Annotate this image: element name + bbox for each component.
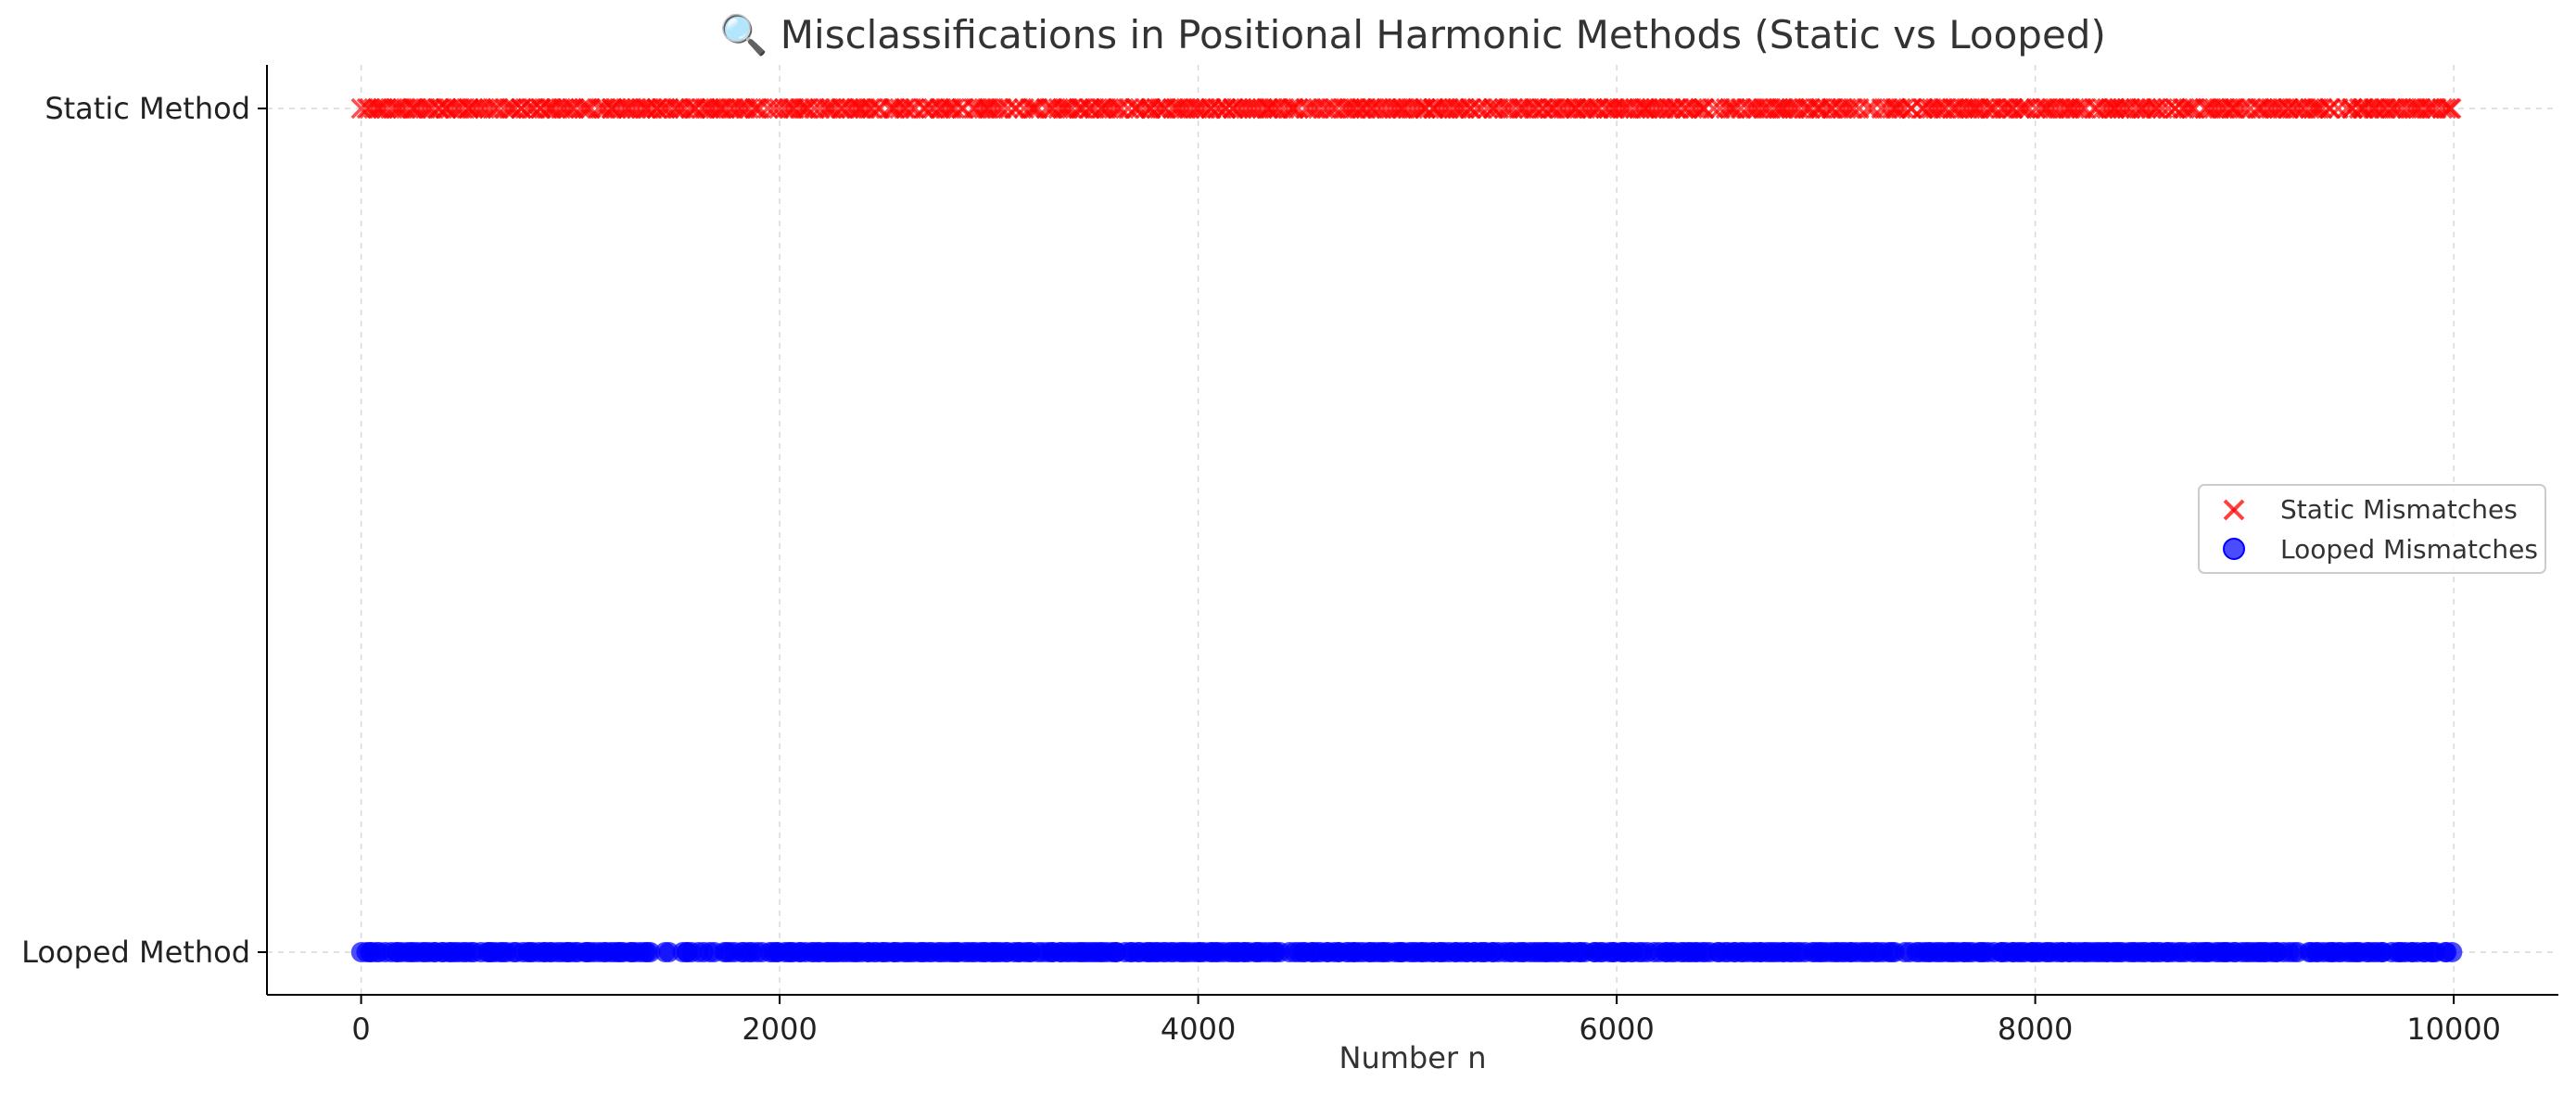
data-point bbox=[1316, 97, 1339, 120]
data-point bbox=[1019, 97, 1041, 120]
x-axis-label: Number n bbox=[1339, 1040, 1487, 1075]
data-point bbox=[934, 97, 957, 120]
data-point bbox=[1443, 97, 1466, 120]
data-point bbox=[2431, 97, 2453, 120]
data-point bbox=[944, 97, 966, 120]
data-point bbox=[1924, 97, 1947, 120]
x-tick-label: 6000 bbox=[1579, 1011, 1654, 1047]
data-point bbox=[1894, 97, 1915, 120]
data-point bbox=[570, 97, 591, 120]
data-point bbox=[2225, 97, 2246, 120]
data-point bbox=[1335, 97, 1357, 120]
x-tick-label: 0 bbox=[351, 1011, 370, 1047]
data-point bbox=[640, 942, 661, 962]
data-point bbox=[2174, 97, 2195, 120]
x-tick-label: 10000 bbox=[2406, 1011, 2501, 1047]
x-ticks: 0 2000 4000 6000 8000 10000 bbox=[351, 995, 2501, 1047]
data-point bbox=[1721, 97, 1744, 120]
data-point bbox=[1694, 97, 1715, 120]
data-point bbox=[1206, 97, 1228, 120]
data-point bbox=[815, 97, 836, 120]
data-point bbox=[1842, 97, 1864, 120]
data-point bbox=[2435, 97, 2457, 120]
x-tick-label: 8000 bbox=[1998, 1011, 2073, 1047]
y-ticks: Looped Method Static Method bbox=[21, 91, 267, 970]
data-point bbox=[1556, 97, 1579, 120]
data-point bbox=[1715, 97, 1737, 120]
data-point bbox=[1278, 97, 1300, 120]
data-point bbox=[2319, 97, 2341, 120]
data-point bbox=[861, 97, 882, 120]
legend-label-static: Static Mismatches bbox=[2280, 494, 2518, 525]
data-point bbox=[704, 97, 727, 120]
series-static-mismatches bbox=[350, 97, 2462, 120]
legend-box bbox=[2198, 484, 2546, 574]
data-point bbox=[664, 97, 686, 120]
legend: Static Mismatches Looped Mismatches bbox=[2198, 484, 2546, 574]
x-tick-label: 4000 bbox=[1161, 1011, 1236, 1047]
data-point bbox=[1839, 97, 1861, 120]
series-looped-mismatches bbox=[350, 942, 2463, 962]
legend-marker-static-icon bbox=[2223, 499, 2245, 521]
data-point bbox=[1685, 97, 1707, 120]
data-point bbox=[1993, 97, 2015, 120]
data-point bbox=[1523, 97, 1544, 120]
data-point bbox=[2442, 942, 2463, 962]
data-point bbox=[895, 97, 917, 120]
data-point bbox=[501, 97, 523, 120]
data-point bbox=[1108, 97, 1129, 120]
y-tick-label: Looped Method bbox=[21, 935, 250, 970]
data-point bbox=[2214, 97, 2237, 120]
y-tick-label: Static Method bbox=[44, 91, 250, 126]
data-point bbox=[2066, 97, 2088, 120]
data-point bbox=[1579, 97, 1600, 120]
x-tick-label: 2000 bbox=[742, 1011, 817, 1047]
data-point bbox=[2401, 97, 2422, 120]
data-point bbox=[2303, 97, 2325, 120]
data-point bbox=[386, 97, 408, 120]
data-point bbox=[478, 97, 501, 120]
data-point bbox=[996, 97, 1019, 120]
data-point bbox=[1146, 97, 1168, 120]
legend-label-looped: Looped Mismatches bbox=[2280, 534, 2538, 565]
data-point bbox=[987, 97, 1009, 120]
data-point bbox=[1406, 97, 1428, 120]
data-point bbox=[2229, 97, 2252, 120]
data-point bbox=[1466, 97, 1489, 120]
data-point bbox=[2268, 97, 2290, 120]
data-point bbox=[1052, 97, 1073, 120]
data-point bbox=[2441, 97, 2462, 120]
legend-marker-looped-icon bbox=[2223, 538, 2245, 560]
data-point bbox=[1460, 97, 1482, 120]
chart-title: 🔍 Misclassifications in Positional Harmo… bbox=[719, 10, 2106, 57]
data-point bbox=[2312, 97, 2333, 120]
data-point bbox=[774, 97, 795, 120]
data-point bbox=[2177, 97, 2200, 120]
data-point bbox=[1658, 97, 1680, 120]
data-point bbox=[2009, 97, 2031, 120]
